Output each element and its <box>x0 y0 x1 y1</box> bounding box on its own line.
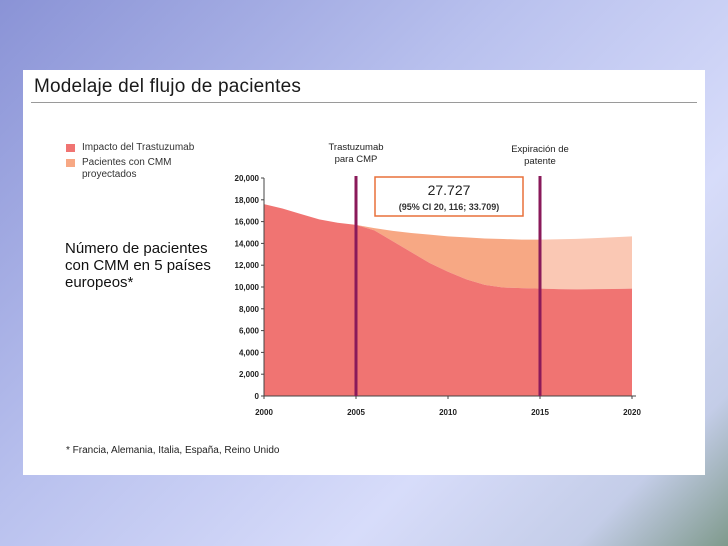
annotation-box <box>374 176 524 217</box>
y-tick-label: 20,000 <box>235 174 260 183</box>
legend-item-trastuzumab: Impacto del Trastuzumab <box>66 142 222 154</box>
area-series-projected <box>356 224 540 289</box>
area-series-post-patent <box>540 236 632 290</box>
title-divider <box>31 102 697 103</box>
y-tick-label: 8,000 <box>239 305 260 314</box>
marker-label-patent: Expiración de <box>511 144 569 155</box>
marker-label-trastuzumab-line2: para CMP <box>335 154 378 165</box>
y-axis-description: Número de pacientes con CMM en 5 países … <box>65 240 211 291</box>
slide-title: Modelaje del flujo de pacientes <box>34 76 302 97</box>
x-tick-label: 2000 <box>255 408 273 417</box>
y-tick-label: 6,000 <box>239 327 260 336</box>
legend: Impacto del Trastuzumab Pacientes con CM… <box>66 142 222 184</box>
footnote: * Francia, Alemania, Italia, España, Rei… <box>66 445 280 456</box>
slide-panel: Modelaje del flujo de pacientes Impacto … <box>23 70 705 475</box>
x-tick-label: 2015 <box>531 408 549 417</box>
marker-label-trastuzumab: Trastuzumab <box>328 142 383 153</box>
marker-label-patent-line2: patente <box>524 156 556 167</box>
area-series-trastuzumab <box>264 204 632 396</box>
x-tick-label: 2005 <box>347 408 365 417</box>
annotation-value: 27.727 <box>428 182 471 198</box>
y-tick-label: 12,000 <box>235 261 260 270</box>
y-tick-label: 18,000 <box>235 196 260 205</box>
y-tick-label: 0 <box>255 392 260 401</box>
legend-item-projected: Pacientes con CMM proyectados <box>66 157 222 181</box>
x-tick-label: 2020 <box>623 408 641 417</box>
legend-label-projected: Pacientes con CMM proyectados <box>82 157 172 180</box>
annotation-ci: (95% CI 20, 116; 33.709) <box>399 202 500 212</box>
y-tick-label: 10,000 <box>235 283 260 292</box>
legend-swatch-trastuzumab <box>66 144 75 152</box>
area-chart: 0 2,000 4,000 6,000 8,000 10,000 12,000 14,000 1… <box>235 142 642 417</box>
y-tick-label: 16,000 <box>235 218 260 227</box>
y-tick-label: 4,000 <box>239 348 260 357</box>
legend-swatch-projected <box>66 159 75 167</box>
x-tick-label: 2010 <box>439 408 457 417</box>
y-tick-label: 2,000 <box>239 370 260 379</box>
y-tick-label: 14,000 <box>235 239 260 248</box>
legend-label-trastuzumab: Impacto del Trastuzumab <box>82 142 195 153</box>
